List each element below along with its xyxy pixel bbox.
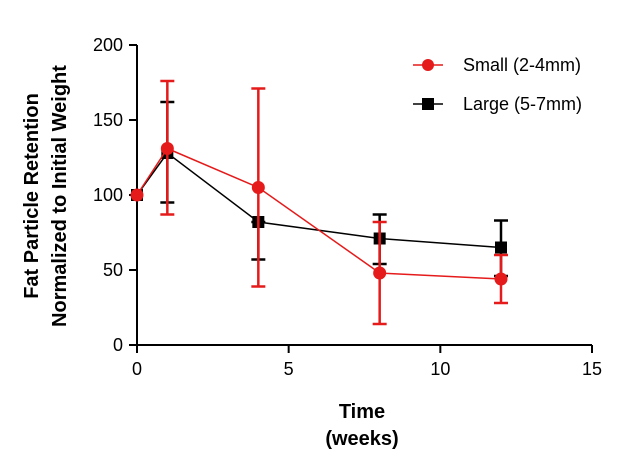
- y-axis-title-line-2: Normalized to Initial Weight: [49, 65, 71, 327]
- ticks: 0 50 100 150 200 0 5 10 15: [93, 35, 602, 379]
- data-point: [495, 241, 507, 254]
- legend-marker-large: [422, 98, 434, 110]
- x-tick-label: 10: [430, 359, 450, 379]
- y-tick-label: 200: [93, 35, 123, 55]
- x-axis-title-line-1: Time: [339, 401, 385, 423]
- x-tick-label: 15: [582, 359, 602, 379]
- legend-item-small: Small (2-4mm): [413, 55, 581, 75]
- x-tick-label: 5: [284, 359, 294, 379]
- axes: [136, 45, 592, 346]
- y-axis-title: Fat Particle Retention: [21, 93, 43, 299]
- y-tick-label: 50: [103, 260, 123, 280]
- x-axis-title-line-2: (weeks): [325, 428, 398, 450]
- legend-marker-small: [422, 59, 434, 71]
- legend-item-large: Large (5-7mm): [413, 94, 582, 114]
- legend-label-large: Large (5-7mm): [463, 94, 582, 114]
- y-tick-label: 150: [93, 110, 123, 130]
- series-line: [136, 151, 502, 249]
- data-point: [373, 266, 387, 280]
- series-large: [131, 100, 508, 278]
- data-point: [251, 181, 265, 194]
- data-point: [494, 272, 508, 286]
- y-axis-title-2: Normalized to Initial Weight: [49, 65, 71, 327]
- series-small: [130, 79, 508, 326]
- y-axis-title-line-1: Fat Particle Retention: [21, 93, 43, 299]
- y-tick-label: 100: [93, 185, 123, 205]
- y-tick-label: 0: [113, 335, 123, 355]
- data-point: [160, 142, 174, 155]
- series-layer: [130, 79, 508, 326]
- legend: Small (2-4mm) Large (5-7mm): [413, 55, 582, 114]
- data-point: [130, 188, 144, 202]
- series-line: [136, 147, 502, 280]
- x-tick-label: 0: [132, 359, 142, 379]
- legend-label-small: Small (2-4mm): [463, 55, 581, 75]
